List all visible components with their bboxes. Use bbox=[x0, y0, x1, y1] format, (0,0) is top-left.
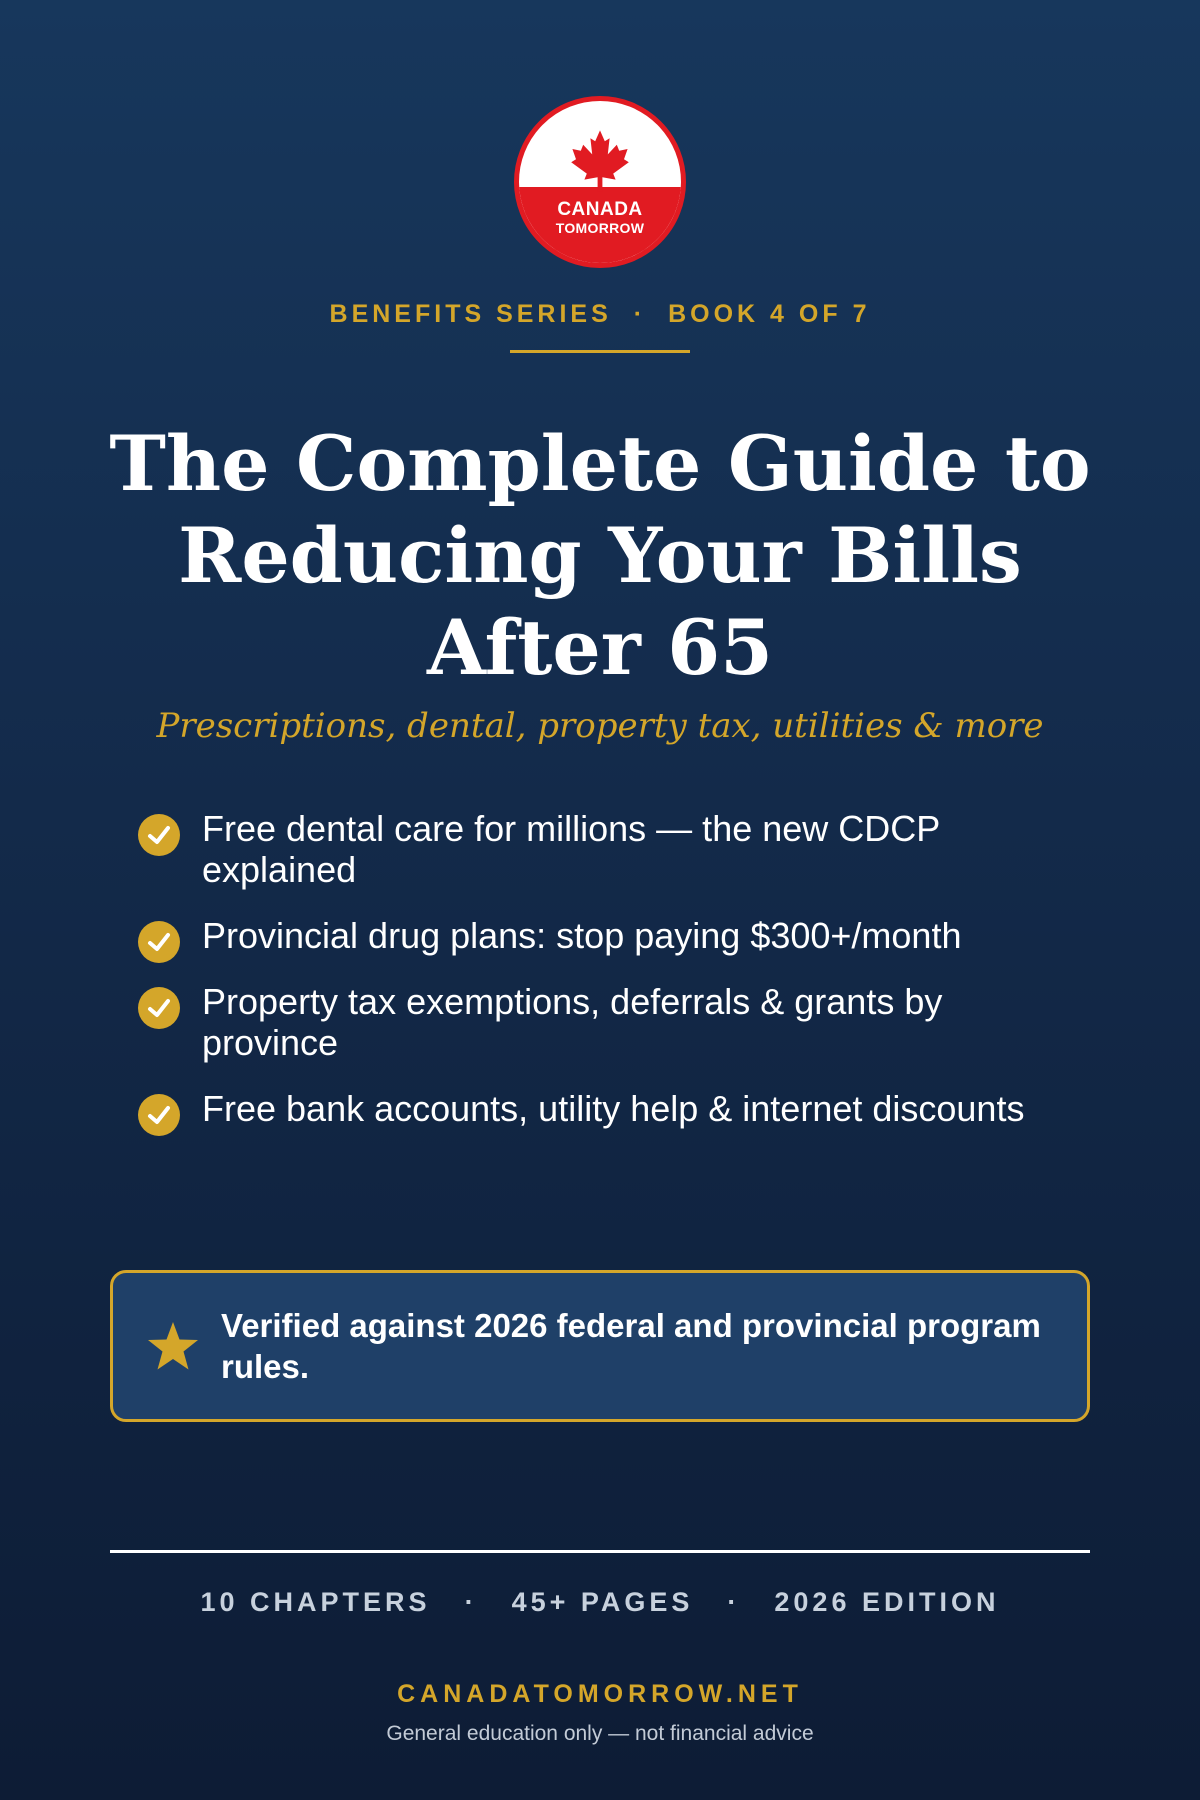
stat-pages: 45+ PAGES bbox=[511, 1587, 694, 1617]
book-title: The Complete Guide to Reducing Your Bill… bbox=[80, 418, 1120, 694]
stat-edition: 2026 EDITION bbox=[774, 1587, 1000, 1617]
canada-tomorrow-logo: CANADA TOMORROW bbox=[514, 96, 686, 268]
stat-separator: · bbox=[727, 1587, 741, 1617]
feature-text: Free bank accounts, utility help & inter… bbox=[202, 1088, 1025, 1129]
check-circle-icon bbox=[138, 814, 180, 856]
verified-callout: Verified against 2026 federal and provin… bbox=[110, 1270, 1090, 1422]
logo-red-band bbox=[519, 187, 681, 263]
series-label: BENEFITS SERIES · BOOK 4 OF 7 bbox=[0, 300, 1200, 329]
book-subtitle: Prescriptions, dental, property tax, uti… bbox=[156, 706, 1044, 746]
logo-word-tomorrow: TOMORROW bbox=[555, 220, 645, 236]
stat-chapters: 10 CHAPTERS bbox=[200, 1587, 431, 1617]
title-line-2: Reducing Your Bills bbox=[178, 511, 1022, 600]
check-circle-icon bbox=[138, 921, 180, 963]
series-underline bbox=[510, 350, 690, 353]
series-name: BENEFITS SERIES bbox=[329, 300, 612, 328]
feature-item: Property tax exemptions, deferrals & gra… bbox=[138, 981, 1078, 1063]
stat-separator: · bbox=[464, 1587, 478, 1617]
feature-text: Free dental care for millions — the new … bbox=[202, 808, 940, 890]
book-number: BOOK 4 OF 7 bbox=[668, 300, 871, 328]
check-circle-icon bbox=[138, 987, 180, 1029]
feature-item: Provincial drug plans: stop paying $300+… bbox=[138, 915, 1078, 963]
star-icon bbox=[148, 1322, 198, 1370]
series-separator: · bbox=[633, 300, 647, 328]
book-stats: 10 CHAPTERS · 45+ PAGES · 2026 EDITION bbox=[0, 1587, 1200, 1618]
feature-item: Free bank accounts, utility help & inter… bbox=[138, 1088, 1078, 1136]
title-line-3: After 65 bbox=[426, 603, 774, 692]
logo-word-canada: CANADA bbox=[557, 199, 643, 220]
title-line-1: The Complete Guide to bbox=[109, 419, 1091, 508]
feature-item: Free dental care for millions — the new … bbox=[138, 808, 1078, 890]
check-circle-icon bbox=[138, 1094, 180, 1136]
maple-leaf-icon bbox=[571, 130, 629, 192]
footer-divider bbox=[110, 1550, 1090, 1553]
feature-text: Provincial drug plans: stop paying $300+… bbox=[202, 915, 962, 956]
verified-text: Verified against 2026 federal and provin… bbox=[221, 1307, 1041, 1385]
website-url: CANADATOMORROW.NET bbox=[397, 1680, 803, 1708]
feature-text: Property tax exemptions, deferrals & gra… bbox=[202, 981, 943, 1063]
disclaimer-text: General education only — not financial a… bbox=[386, 1722, 814, 1745]
feature-list: Free dental care for millions — the new … bbox=[138, 808, 1078, 1154]
